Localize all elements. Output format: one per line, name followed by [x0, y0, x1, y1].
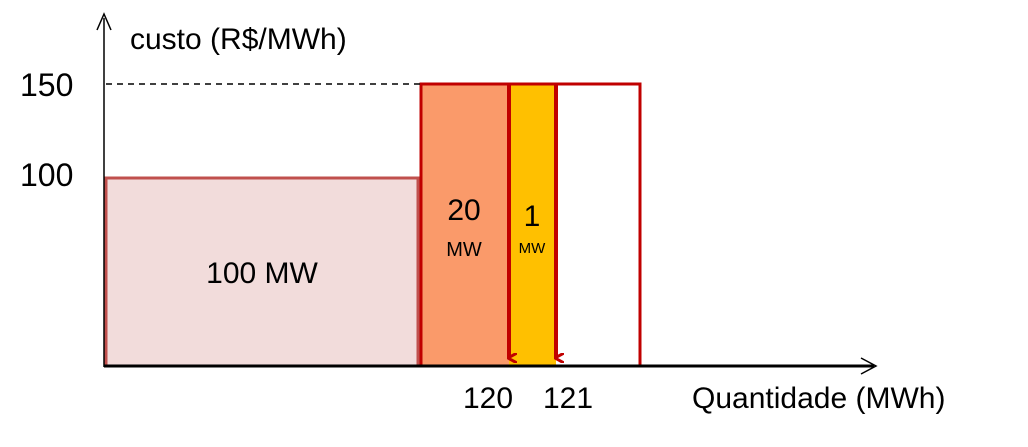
x-tick-120: 120 — [463, 382, 513, 415]
step-block — [421, 84, 509, 366]
y-axis-arrowhead — [96, 12, 112, 31]
marginal-block-unit: MW — [519, 240, 546, 257]
x-tick-121: 121 — [543, 382, 593, 415]
y-tick-100: 100 — [20, 157, 73, 193]
y-tick-150: 150 — [20, 67, 73, 103]
y-axis-label: custo (R$/MWh) — [130, 23, 347, 56]
marginal-block-value: 1 — [524, 200, 541, 233]
x-axis-label: Quantidade (MWh) — [692, 382, 945, 415]
step-block-unit: MW — [446, 239, 482, 261]
step-block-value: 20 — [447, 194, 480, 227]
x-axis-arrowhead — [860, 357, 878, 375]
base-block — [104, 176, 420, 368]
base-block-label: 100 MW — [206, 257, 318, 290]
marginal-block — [509, 84, 556, 366]
